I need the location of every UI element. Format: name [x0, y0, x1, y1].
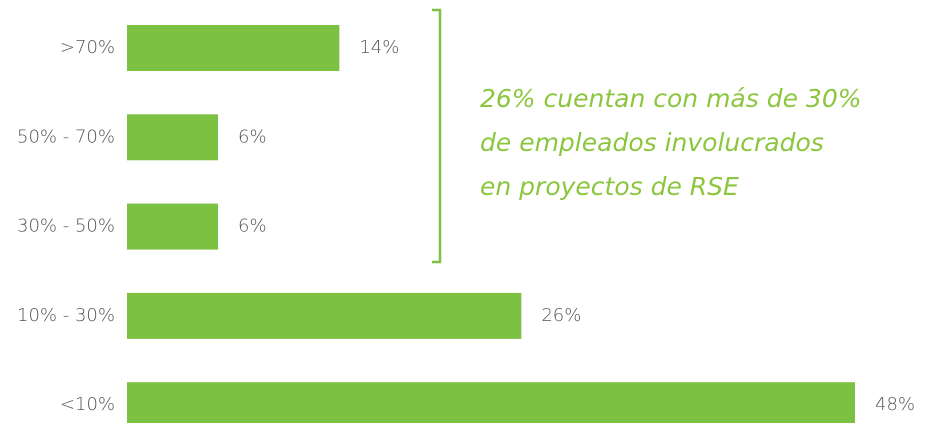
value-label: 14%: [359, 37, 399, 58]
value-label: 6%: [238, 126, 267, 147]
value-label: 48%: [875, 394, 915, 415]
bar: [127, 114, 218, 161]
annotation: de empleados involucrados: [480, 128, 824, 157]
category-label: 30% - 50%: [17, 216, 115, 237]
value-label: 26%: [541, 305, 581, 326]
value-label: 6%: [238, 216, 267, 237]
category-label: >70%: [60, 37, 115, 58]
bracket: [432, 8, 442, 264]
bar: [127, 292, 522, 339]
category-label: 50% - 70%: [17, 126, 115, 147]
bar: [127, 25, 340, 71]
bar: [127, 382, 855, 423]
category-label: <10%: [60, 394, 115, 415]
annotation: en proyectos de RSE: [480, 172, 739, 201]
bar: [127, 203, 218, 250]
annotation: 26% cuentan con más de 30%: [480, 84, 861, 113]
category-label: 10% - 30%: [17, 305, 115, 326]
